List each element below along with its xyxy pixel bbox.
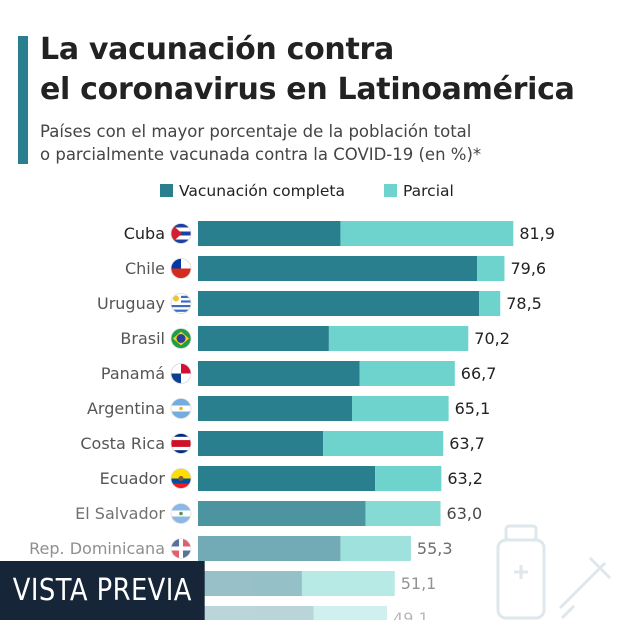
total-value-label: 63,0 [447,504,483,523]
category-label: Chile [125,259,165,278]
chart-row: Rep. Dominicana 55,3 [29,536,453,561]
bar-partial [479,291,501,316]
chart-row: 49,1 [198,606,429,620]
bar-partial [375,466,442,491]
title-accent-bar [18,36,28,164]
total-value-label: 70,2 [474,329,510,348]
flag-panama-icon [171,363,191,384]
category-label: Costa Rica [80,434,165,453]
chart-row: Argentina 65,1 [87,396,490,421]
bar-complete [198,536,341,561]
flag-rep-dominicana-icon [171,538,191,559]
bar-partial [340,221,514,246]
category-label: Argentina [87,399,165,418]
chart-row: Brasil 70,2 [120,326,510,351]
title-line-1: La vacunación contra [40,32,394,67]
total-value-label: 49,1 [393,609,429,620]
chart-title: La vacunación contra el coronavirus en L… [40,30,615,110]
flag-ecuador-icon [171,468,191,489]
total-value-label: 81,9 [519,224,555,243]
bar-complete [198,396,352,421]
bar-complete [198,501,366,526]
bar-partial [477,256,505,281]
legend-swatch-partial [384,184,397,197]
total-value-label: 66,7 [461,364,497,383]
legend-label-complete: Vacunación completa [179,182,345,200]
legend-label-partial: Parcial [403,182,454,200]
total-value-label: 63,2 [447,469,483,488]
chart-row: 51,1 [198,571,436,596]
bar-complete [198,431,324,456]
vaccine-vial-icon [496,524,612,620]
bar-partial [323,431,444,456]
total-value-label: 65,1 [455,399,491,418]
title-line-2: el coronavirus en Latinoamérica [40,72,575,107]
bar-complete [198,466,376,491]
subtitle-line-1: Países con el mayor porcentaje de la pob… [40,122,472,141]
subtitle-line-2: o parcialmente vacunada contra la COVID-… [40,145,482,164]
total-value-label: 51,1 [401,574,437,593]
bar-partial [352,396,449,421]
legend-item-partial: Parcial [384,182,454,200]
bar-partial [365,501,441,526]
chart-row: Panamá 66,7 [101,361,496,386]
chart-row: Ecuador 63,2 [100,466,483,491]
category-label: Panamá [101,364,165,383]
chart-row: Cuba 81,9 [124,221,555,246]
bar-partial [340,536,411,561]
total-value-label: 63,7 [449,434,485,453]
bar-complete [198,256,478,281]
flag-chile-icon [171,258,191,279]
bar-complete [198,221,341,246]
category-label: Ecuador [100,469,166,488]
flag-el-salvador-icon [171,503,191,524]
chart-row: Costa Rica 63,7 [80,431,485,456]
bar-complete [198,606,314,620]
bar-complete [198,326,329,351]
category-label: Brasil [120,329,165,348]
category-label: Rep. Dominicana [29,539,165,558]
chart-row: El Salvador 63,0 [75,501,482,526]
flag-costa-rica-icon [171,433,191,454]
bar-partial [313,606,388,620]
category-label: Cuba [124,224,165,243]
total-value-label: 79,6 [510,259,546,278]
bar-partial [328,326,469,351]
preview-banner: VISTA PREVIA [0,561,205,620]
bar-partial [359,361,455,386]
flag-uruguay-icon [171,293,191,314]
category-label: El Salvador [75,504,165,523]
flag-cuba-icon [171,223,191,244]
bar-complete [198,571,302,596]
flag-argentina-icon [171,398,191,419]
total-value-label: 55,3 [417,539,453,558]
bar-complete [198,361,360,386]
chart-row: Chile 79,6 [125,256,546,281]
chart-subtitle: Países con el mayor porcentaje de la pob… [40,120,600,166]
chart-row: Uruguay 78,5 [97,291,542,316]
flag-brasil-icon [171,328,191,349]
bar-complete [198,291,480,316]
bar-partial [301,571,395,596]
total-value-label: 78,5 [506,294,542,313]
category-label: Uruguay [97,294,165,313]
legend-item-complete: Vacunación completa [160,182,345,200]
legend-swatch-complete [160,184,173,197]
